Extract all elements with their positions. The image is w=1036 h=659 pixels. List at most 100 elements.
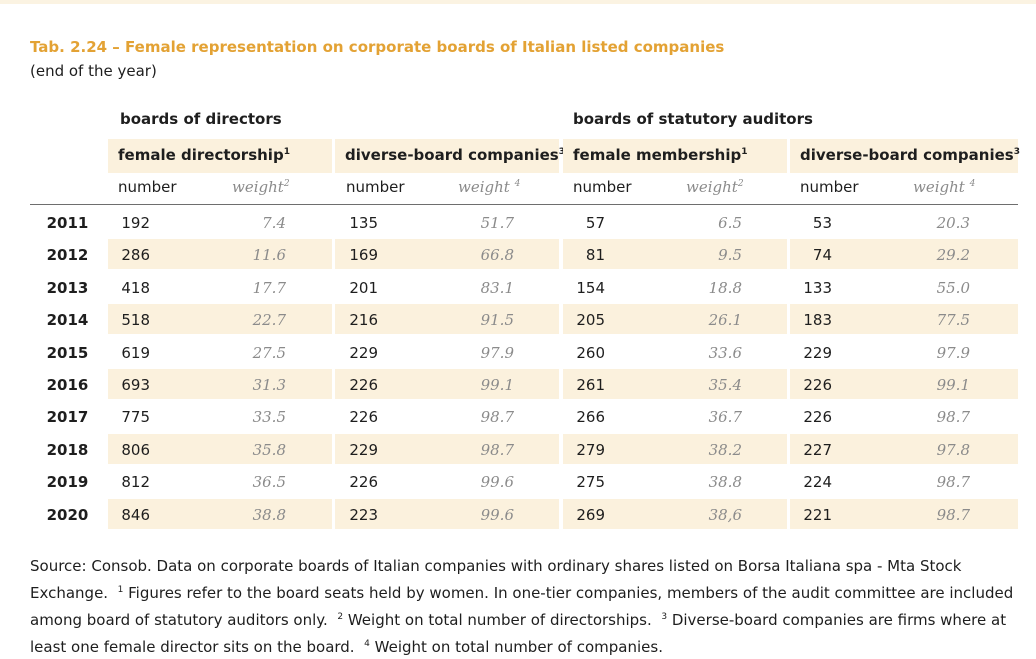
column-header-female-directorship: female directorship1 xyxy=(108,139,332,173)
table-row: 2017 775 33.5 226 98.7 266 36.7 226 98.7 xyxy=(30,401,1018,433)
group-header-directors: boards of directors xyxy=(120,110,282,128)
weight-cell: 83.1 xyxy=(480,278,514,297)
subheader-number: number xyxy=(800,178,859,196)
table-row: 2015 619 27.5 229 97.9 260 33.6 229 97.9 xyxy=(30,337,1018,369)
weight-cell: 11.6 xyxy=(252,246,286,265)
number-cell: 260 xyxy=(576,343,605,362)
row-band xyxy=(335,304,559,335)
weight-cell: 9.5 xyxy=(718,246,742,265)
weight-cell: 35.4 xyxy=(708,376,742,394)
number-cell: 226 xyxy=(349,408,378,427)
number-cell: 169 xyxy=(349,246,378,265)
weight-cell: 99.6 xyxy=(480,473,514,492)
table-row: 2014 518 22.7 216 91.5 205 26.1 183 77.5 xyxy=(30,304,1018,336)
table-row: 2019 812 36.5 226 99.6 275 38.8 224 98.7 xyxy=(30,466,1018,498)
number-cell: 227 xyxy=(803,440,832,459)
subheader-number: number xyxy=(118,178,177,196)
column-header-diverse-board-auditors: diverse-board companies3 xyxy=(790,139,1020,173)
subheader-weight: weight2 xyxy=(686,178,744,196)
number-cell: 418 xyxy=(121,278,150,297)
number-cell: 57 xyxy=(585,214,605,232)
row-band xyxy=(108,239,332,270)
row-band xyxy=(335,369,559,399)
number-cell: 619 xyxy=(121,343,150,362)
column-header-female-membership: female membership1 xyxy=(563,139,787,173)
weight-cell: 17.7 xyxy=(252,278,286,297)
subheader-weight: weight 4 xyxy=(913,178,976,196)
row-band xyxy=(335,239,559,270)
number-cell: 74 xyxy=(812,246,832,265)
row-band xyxy=(108,498,332,529)
weight-cell: 98.7 xyxy=(480,440,514,459)
number-cell: 53 xyxy=(812,214,832,232)
weight-cell: 91.5 xyxy=(480,311,514,330)
number-cell: 275 xyxy=(576,473,605,492)
weight-cell: 7.4 xyxy=(262,214,286,232)
number-cell: 806 xyxy=(121,440,150,459)
table-row: 2012 286 11.6 169 66.8 81 9.5 74 29.2 xyxy=(30,239,1018,271)
weight-cell: 99.1 xyxy=(936,376,970,394)
weight-cell: 38.8 xyxy=(252,505,286,524)
year-label: 2011 xyxy=(46,214,89,232)
top-divider xyxy=(0,0,1036,4)
row-band xyxy=(790,304,1018,335)
year-label: 2016 xyxy=(46,376,89,394)
table-row: 2020 846 38.8 223 99.6 269 38,6 221 98.7 xyxy=(30,498,1018,531)
row-band xyxy=(108,433,332,464)
weight-cell: 38.2 xyxy=(708,440,742,459)
header-rule xyxy=(30,204,1018,205)
weight-cell: 98.7 xyxy=(480,408,514,427)
weight-cell: 36.7 xyxy=(708,408,742,427)
weight-cell: 66.8 xyxy=(480,246,514,265)
number-cell: 183 xyxy=(803,311,832,330)
source-note: Source: Consob. Data on corporate boards… xyxy=(30,557,1014,656)
number-cell: 133 xyxy=(803,278,832,297)
row-band xyxy=(108,304,332,335)
weight-cell: 99.6 xyxy=(480,505,514,524)
row-band xyxy=(563,304,787,335)
weight-cell: 77.5 xyxy=(936,311,970,330)
row-band xyxy=(790,498,1018,529)
year-label: 2012 xyxy=(46,246,89,265)
number-cell: 775 xyxy=(121,408,150,427)
row-band xyxy=(790,369,1018,399)
table-row: 2016 693 31.3 226 99.1 261 35.4 226 99.1 xyxy=(30,369,1018,401)
weight-cell: 29.2 xyxy=(936,246,970,265)
weight-cell: 36.5 xyxy=(252,473,286,492)
weight-cell: 38.8 xyxy=(708,473,742,492)
subheader-weight: weight 4 xyxy=(458,178,521,196)
number-cell: 192 xyxy=(121,214,150,232)
row-band xyxy=(563,239,787,270)
subheader-number: number xyxy=(573,178,632,196)
weight-cell: 98.7 xyxy=(936,408,970,427)
table-row: 2011 192 7.4 135 51.7 57 6.5 53 20.3 xyxy=(30,207,1018,239)
weight-cell: 33.6 xyxy=(708,343,742,362)
year-label: 2015 xyxy=(46,343,89,362)
weight-cell: 97.8 xyxy=(936,440,970,459)
number-cell: 846 xyxy=(121,505,150,524)
number-cell: 269 xyxy=(576,505,605,524)
number-cell: 223 xyxy=(349,505,378,524)
weight-cell: 33.5 xyxy=(252,408,286,427)
number-cell: 518 xyxy=(121,311,150,330)
number-cell: 226 xyxy=(803,376,832,394)
number-cell: 229 xyxy=(349,343,378,362)
weight-cell: 97.9 xyxy=(936,343,970,362)
row-band xyxy=(108,369,332,399)
table-row: 2018 806 35.8 229 98.7 279 38.2 227 97.8 xyxy=(30,433,1018,466)
number-cell: 693 xyxy=(121,376,150,394)
column-header-diverse-board-directors: diverse-board companies3 xyxy=(335,139,565,173)
year-label: 2019 xyxy=(46,473,89,492)
number-cell: 154 xyxy=(576,278,605,297)
year-label: 2017 xyxy=(46,408,89,427)
row-band xyxy=(563,369,787,399)
number-cell: 81 xyxy=(585,246,605,265)
number-cell: 286 xyxy=(121,246,150,265)
number-cell: 221 xyxy=(803,505,832,524)
row-band xyxy=(335,433,559,464)
weight-cell: 27.5 xyxy=(252,343,286,362)
weight-cell: 98.7 xyxy=(936,505,970,524)
row-band xyxy=(790,433,1018,464)
row-band xyxy=(563,433,787,464)
row-band xyxy=(790,239,1018,270)
